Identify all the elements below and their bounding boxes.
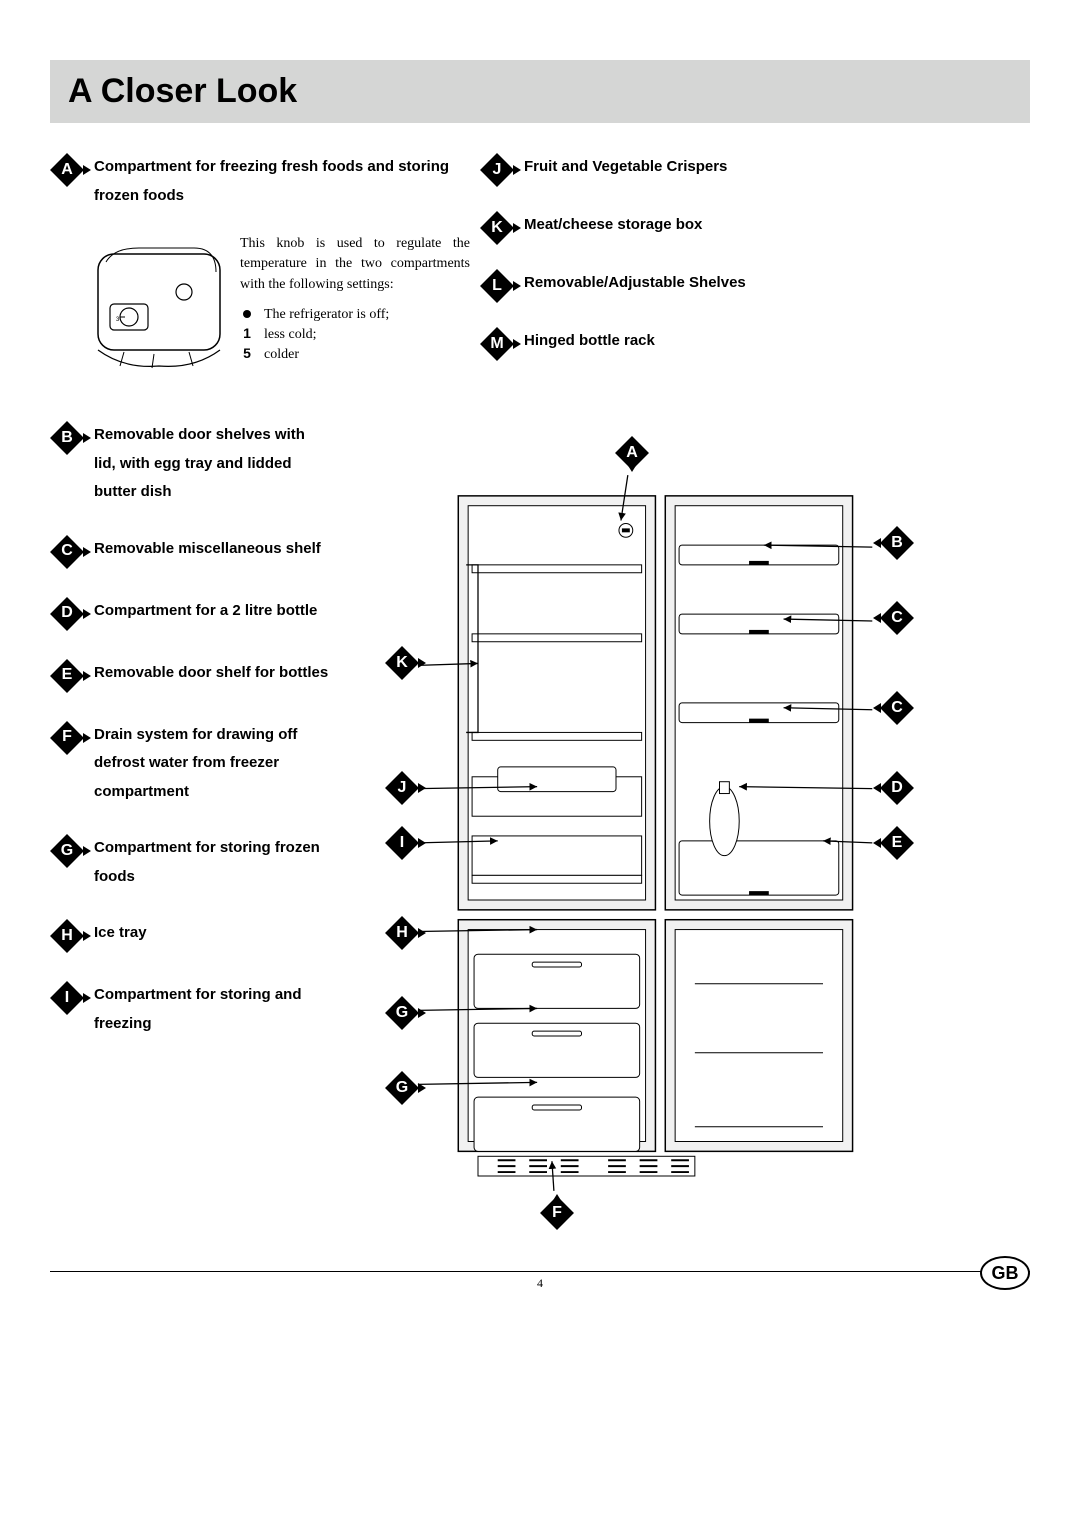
item-D-row: D Compartment for a 2 litre bottle xyxy=(50,597,330,631)
item-A-detail: 3 This knob is used to regulate the temp… xyxy=(50,234,470,374)
item-A-row: A Compartment for freezing fresh foods a… xyxy=(50,153,470,210)
page-title: A Closer Look xyxy=(68,72,1012,111)
item-J-title: Fruit and Vegetable Crispers xyxy=(524,153,727,182)
item-I-title: Compartment for storing and freezing xyxy=(94,981,330,1038)
item-I-row: I Compartment for storing and freezing xyxy=(50,981,330,1038)
item-C-row: C Removable miscellaneous shelf xyxy=(50,535,330,569)
top-section: A Compartment for freezing fresh foods a… xyxy=(50,153,1030,385)
item-B-row: B Removable door shelves with lid, with … xyxy=(50,421,330,507)
callout-G-icon: G xyxy=(385,1071,419,1105)
item-F-row: F Drain system for drawing off defrost w… xyxy=(50,721,330,807)
callout-K-icon: K xyxy=(385,646,419,680)
diamond-M-icon: M xyxy=(480,327,514,361)
list-item: The refrigerator is off; xyxy=(240,305,470,323)
diamond-G-icon: G xyxy=(50,834,84,868)
page-footer: 4 GB xyxy=(50,1271,1030,1311)
item-J-row: J Fruit and Vegetable Crispers xyxy=(480,153,1030,187)
diamond-B-icon: B xyxy=(50,421,84,455)
item-L-row: L Removable/Adjustable Shelves xyxy=(480,269,1030,303)
diamond-A-icon: A xyxy=(50,153,84,187)
item-E-title: Removable door shelf for bottles xyxy=(94,659,328,688)
country-badge: GB xyxy=(980,1256,1030,1290)
callout-G-icon: G xyxy=(385,996,419,1030)
item-F-title: Drain system for drawing off defrost wat… xyxy=(94,721,330,807)
callout-F-icon: F xyxy=(540,1196,574,1230)
callout-A-icon: A xyxy=(615,436,649,470)
dot-icon xyxy=(243,310,251,318)
diamond-D-icon: D xyxy=(50,597,84,631)
callout-I-icon: I xyxy=(385,826,419,860)
lower-section: B Removable door shelves with lid, with … xyxy=(50,421,1030,1241)
item-G-title: Compartment for storing frozen foods xyxy=(94,834,330,891)
callout-B-icon: B xyxy=(880,526,914,560)
diamond-C-icon: C xyxy=(50,535,84,569)
callout-H-icon: H xyxy=(385,916,419,950)
thermostat-knob-illustration: 3 xyxy=(94,234,224,374)
fridge-diagram: A B C C D E K J I H G xyxy=(340,421,1030,1241)
diamond-J-icon: J xyxy=(480,153,514,187)
item-H-title: Ice tray xyxy=(94,919,147,948)
top-left-column: A Compartment for freezing fresh foods a… xyxy=(50,153,470,385)
item-L-title: Removable/Adjustable Shelves xyxy=(524,269,746,298)
top-right-column: J Fruit and Vegetable Crispers K Meat/ch… xyxy=(480,153,1030,385)
callout-D-icon: D xyxy=(880,771,914,805)
item-B-title: Removable door shelves with lid, with eg… xyxy=(94,421,330,507)
item-A-description: This knob is used to regulate the temper… xyxy=(240,234,470,295)
diamond-H-icon: H xyxy=(50,919,84,953)
list-item: 5colder xyxy=(240,345,470,363)
item-D-title: Compartment for a 2 litre bottle xyxy=(94,597,317,626)
item-M-row: M Hinged bottle rack xyxy=(480,327,1030,361)
diamond-K-icon: K xyxy=(480,211,514,245)
diamond-E-icon: E xyxy=(50,659,84,693)
diamond-I-icon: I xyxy=(50,981,84,1015)
callout-J-icon: J xyxy=(385,771,419,805)
callout-C-icon: C xyxy=(880,601,914,635)
thermostat-settings-list: The refrigerator is off; 1less cold; 5co… xyxy=(240,305,470,363)
item-G-row: G Compartment for storing frozen foods xyxy=(50,834,330,891)
item-A-title: Compartment for freezing fresh foods and… xyxy=(94,153,470,210)
item-K-title: Meat/cheese storage box xyxy=(524,211,702,240)
item-K-row: K Meat/cheese storage box xyxy=(480,211,1030,245)
diamond-L-icon: L xyxy=(480,269,514,303)
item-A-text-block: This knob is used to regulate the temper… xyxy=(240,234,470,374)
callout-E-icon: E xyxy=(880,826,914,860)
left-column: B Removable door shelves with lid, with … xyxy=(50,421,330,1241)
page-number: 4 xyxy=(50,1272,1030,1291)
title-bar: A Closer Look xyxy=(50,60,1030,123)
item-C-title: Removable miscellaneous shelf xyxy=(94,535,321,564)
callout-C-icon: C xyxy=(880,691,914,725)
diamond-F-icon: F xyxy=(50,721,84,755)
item-H-row: H Ice tray xyxy=(50,919,330,953)
list-item: 1less cold; xyxy=(240,325,470,343)
item-M-title: Hinged bottle rack xyxy=(524,327,655,356)
item-E-row: E Removable door shelf for bottles xyxy=(50,659,330,693)
